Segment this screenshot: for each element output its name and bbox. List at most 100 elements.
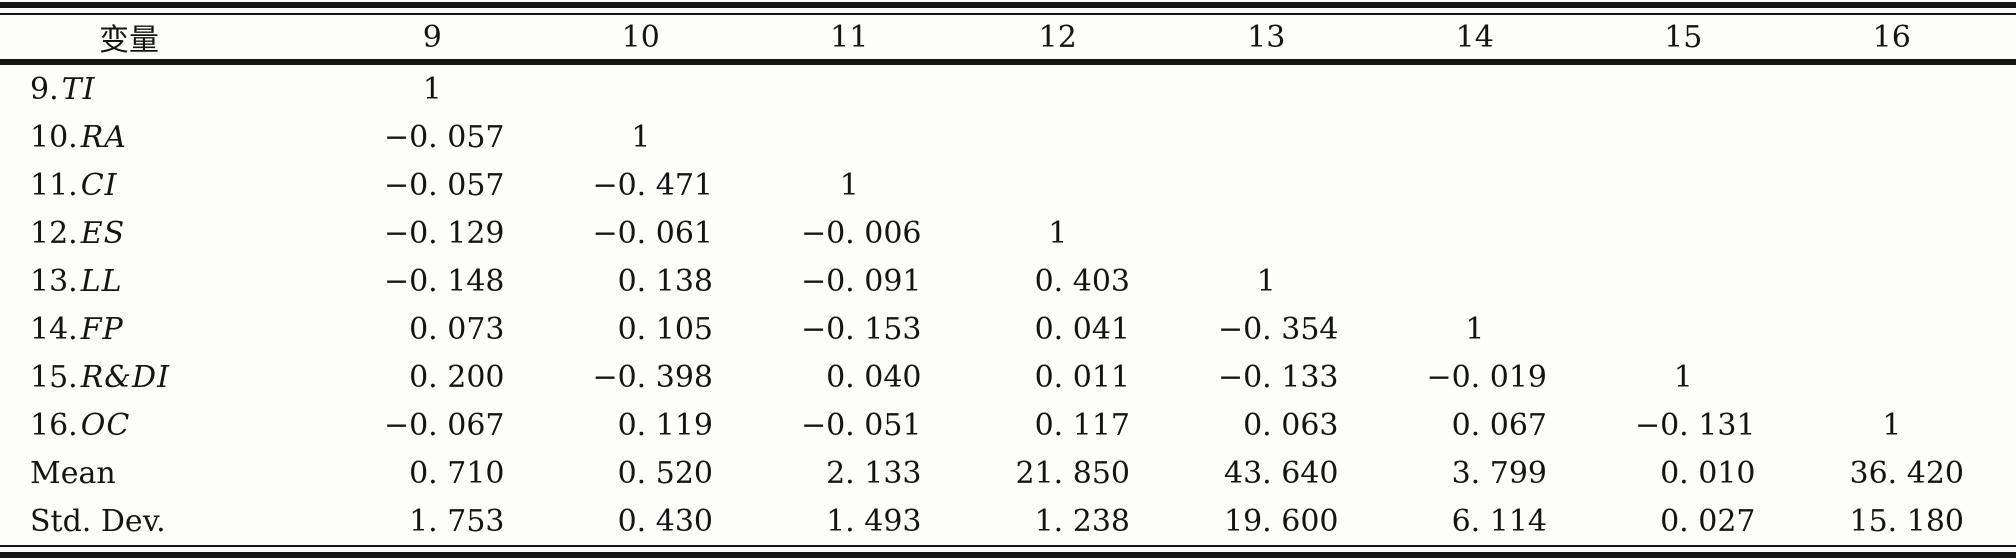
value-cell: −0. 051 xyxy=(800,407,922,443)
value-cell: 6. 114 xyxy=(1451,503,1547,539)
row-label-number: 14. xyxy=(30,311,78,347)
value-cell: 1 xyxy=(1256,263,1276,299)
top-rule-thin xyxy=(0,13,2016,15)
value-cell: 36. 420 xyxy=(1849,455,1964,491)
variable-column-header: 变量 xyxy=(0,15,348,65)
value-cell xyxy=(1391,113,1600,161)
value-cell: 1 xyxy=(839,167,859,203)
value-cell xyxy=(1391,209,1600,257)
value-cell: 1 xyxy=(1882,407,1902,443)
row-label: 11. CI xyxy=(0,161,348,209)
table-row: 11. CI −0. 057 −0. 471 1 xyxy=(0,161,2016,209)
row-label-number: 11. xyxy=(30,167,78,203)
top-rule-thick xyxy=(0,2,2016,8)
value-cell: 3. 799 xyxy=(1451,455,1547,491)
value-cell: 0. 105 xyxy=(617,311,713,347)
row-label-name: Mean xyxy=(30,455,116,491)
table-row: 15. R&DI 0. 200 −0. 398 0. 040 0. 011 −0. 133 −… xyxy=(0,353,2016,401)
table-row: 13. LL −0. 148 0. 138 −0. 091 0. 403 1 xyxy=(0,257,2016,305)
value-cell: 15. 180 xyxy=(1849,503,1964,539)
value-cell xyxy=(974,161,1183,209)
value-cell: 1. 493 xyxy=(826,503,922,539)
row-label-name: CI xyxy=(80,167,118,203)
row-label-number: 16. xyxy=(30,407,78,443)
value-cell: −0. 006 xyxy=(800,215,922,251)
value-cell: 1 xyxy=(1673,359,1693,395)
row-label: 12. ES xyxy=(0,209,348,257)
value-cell: 0. 119 xyxy=(617,407,713,443)
row-label-number: 10. xyxy=(30,119,78,155)
value-cell: 1 xyxy=(1465,311,1485,347)
value-cell: 1. 753 xyxy=(409,503,505,539)
value-cell xyxy=(765,113,974,161)
value-cell xyxy=(1599,161,1808,209)
value-cell xyxy=(1808,353,2016,401)
row-label-number: 15. xyxy=(30,359,78,395)
row-label-name: ES xyxy=(80,215,126,251)
value-cell: −0. 019 xyxy=(1426,359,1547,395)
value-cell xyxy=(1808,257,2016,305)
value-cell: −0. 131 xyxy=(1634,407,1756,443)
row-label: 15. R&DI xyxy=(0,353,348,401)
bottom-rule-thin xyxy=(0,545,2016,547)
value-cell: −0. 129 xyxy=(383,215,505,251)
value-cell xyxy=(1182,113,1391,161)
value-cell xyxy=(1182,62,1391,113)
row-label: Mean xyxy=(0,449,348,497)
value-cell: −0. 061 xyxy=(592,215,713,251)
value-cell: 0. 117 xyxy=(1034,407,1130,443)
value-cell xyxy=(1391,161,1600,209)
row-label-number: 9. xyxy=(30,71,59,107)
value-cell xyxy=(974,113,1183,161)
value-cell: −0. 471 xyxy=(592,167,713,203)
row-label: 16. OC xyxy=(0,401,348,449)
row-label: Std. Dev. xyxy=(0,497,348,545)
column-header-10: 10 xyxy=(556,15,765,65)
value-cell xyxy=(1808,305,2016,353)
value-cell xyxy=(557,62,766,113)
value-cell: 0. 403 xyxy=(1034,263,1130,299)
value-cell: 1 xyxy=(1048,215,1068,251)
column-header-13: 13 xyxy=(1182,15,1391,65)
row-label-name: OC xyxy=(80,407,131,443)
value-cell: −0. 057 xyxy=(383,119,505,155)
value-cell: −0. 153 xyxy=(800,311,922,347)
row-label-number: 12. xyxy=(30,215,78,251)
value-cell: −0. 057 xyxy=(383,167,505,203)
value-cell xyxy=(1182,161,1391,209)
value-cell: −0. 148 xyxy=(383,263,505,299)
value-cell xyxy=(765,62,974,113)
value-cell xyxy=(974,62,1183,113)
value-cell xyxy=(1808,62,2016,113)
value-cell: 21. 850 xyxy=(1015,455,1130,491)
value-cell: −0. 354 xyxy=(1217,311,1339,347)
column-header-15: 15 xyxy=(1599,15,1808,65)
table-row: 10. RA −0. 057 1 xyxy=(0,113,2016,161)
table-row: Mean 0. 710 0. 520 2. 133 21. 850 43. 640 3. 7… xyxy=(0,449,2016,497)
row-label-name: TI xyxy=(61,71,96,107)
row-label: 13. LL xyxy=(0,257,348,305)
value-cell: 2. 133 xyxy=(826,455,922,491)
row-label: 10. RA xyxy=(0,113,348,161)
column-header-12: 12 xyxy=(973,15,1182,65)
table-header: 变量 9 10 11 12 13 14 15 16 xyxy=(0,15,2016,65)
table-row: 9. TI 1 xyxy=(0,62,2016,113)
value-cell: 0. 138 xyxy=(617,263,713,299)
row-label-name: RA xyxy=(80,119,127,155)
value-cell xyxy=(1808,209,2016,257)
row-label: 9. TI xyxy=(0,62,348,113)
value-cell: 0. 073 xyxy=(409,311,505,347)
table-body: 9. TI 1 10. RA −0. 057 1 11. CI −0. 057 −0. 471 1 12… xyxy=(0,62,2016,545)
value-cell xyxy=(1599,113,1808,161)
value-cell: 0. 430 xyxy=(617,503,713,539)
value-cell: 0. 041 xyxy=(1034,311,1130,347)
column-header-16: 16 xyxy=(1807,15,2016,65)
value-cell xyxy=(1391,62,1600,113)
row-label-name: Std. Dev. xyxy=(30,503,166,539)
value-cell: 0. 710 xyxy=(409,455,505,491)
table-row: 12. ES −0. 129 −0. 061 −0. 006 1 xyxy=(0,209,2016,257)
value-cell: 0. 520 xyxy=(617,455,713,491)
value-cell: 43. 640 xyxy=(1223,455,1339,491)
column-header-11: 11 xyxy=(765,15,974,65)
value-cell: 1 xyxy=(631,119,651,155)
